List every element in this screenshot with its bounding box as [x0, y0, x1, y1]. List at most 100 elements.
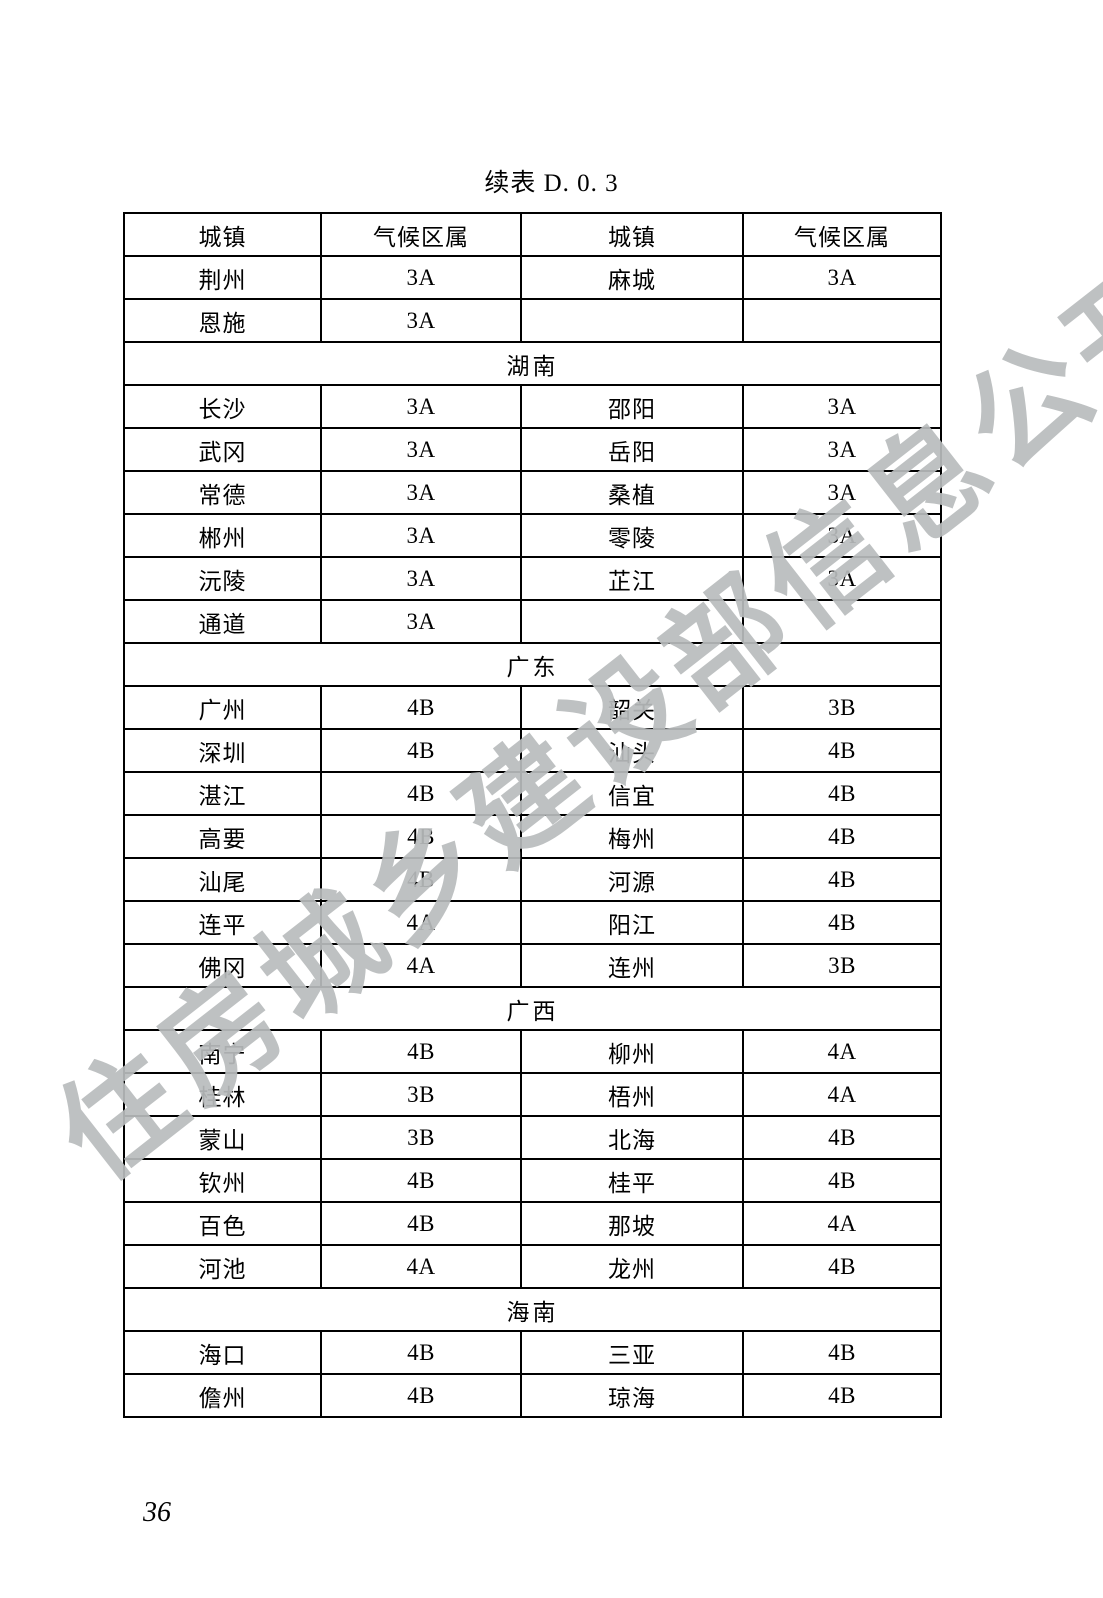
climate-zone-cell: 4A — [320, 900, 522, 945]
climate-zone-cell: 4B — [320, 771, 522, 816]
climate-zone-cell: 4B — [742, 1158, 942, 1203]
climate-zone-cell: 3A — [320, 556, 522, 601]
town-name-cell: 邵阳 — [520, 384, 744, 429]
climate-zone-cell: 3A — [742, 556, 942, 601]
climate-zone-cell: 4B — [742, 857, 942, 902]
town-name-cell: 荆州 — [123, 255, 322, 300]
table-row: 广州 4B 韶关 3B — [123, 685, 942, 730]
town-name-cell: 连州 — [520, 943, 744, 988]
town-name-cell: 那坡 — [520, 1201, 744, 1246]
climate-zone-cell: 4B — [320, 1373, 522, 1418]
town-name-cell: 麻城 — [520, 255, 744, 300]
table-row: 恩施 3A — [123, 298, 942, 343]
town-name-cell: 梧州 — [520, 1072, 744, 1117]
province-section-row: 湖南 — [123, 341, 942, 386]
climate-zone-cell: 3A — [742, 255, 942, 300]
town-name-cell: 柳州 — [520, 1029, 744, 1074]
table-row: 海口 4B 三亚 4B — [123, 1330, 942, 1375]
town-name-cell: 琼海 — [520, 1373, 744, 1418]
town-name-cell: 芷江 — [520, 556, 744, 601]
town-name-cell: 桂平 — [520, 1158, 744, 1203]
climate-zone-cell: 3A — [320, 384, 522, 429]
town-name-cell: 南宁 — [123, 1029, 322, 1074]
climate-zone-cell: 3A — [742, 513, 942, 558]
climate-zone-cell: 4B — [742, 1330, 942, 1375]
town-name-cell: 高要 — [123, 814, 322, 859]
town-name-cell: 深圳 — [123, 728, 322, 773]
column-header: 城镇 — [520, 212, 744, 257]
town-name-cell: 郴州 — [123, 513, 322, 558]
climate-zone-cell: 4B — [742, 900, 942, 945]
table-row: 郴州 3A 零陵 3A — [123, 513, 942, 558]
town-name-cell: 韶关 — [520, 685, 744, 730]
column-header: 气候区属 — [742, 212, 942, 257]
province-section-row: 广西 — [123, 986, 942, 1031]
town-name-cell: 佛冈 — [123, 943, 322, 988]
town-name-cell: 儋州 — [123, 1373, 322, 1418]
column-header: 城镇 — [123, 212, 322, 257]
climate-zone-cell: 3A — [320, 599, 522, 644]
climate-zone-cell: 3A — [320, 470, 522, 515]
town-name-cell: 梅州 — [520, 814, 744, 859]
table-row: 南宁 4B 柳州 4A — [123, 1029, 942, 1074]
empty-cell — [742, 298, 942, 343]
climate-zone-cell: 4B — [742, 814, 942, 859]
climate-zone-cell: 4B — [320, 814, 522, 859]
table-row: 通道 3A — [123, 599, 942, 644]
climate-zone-cell: 3A — [320, 427, 522, 472]
climate-zone-cell: 3A — [742, 470, 942, 515]
province-label: 湖南 — [123, 341, 942, 386]
town-name-cell: 汕尾 — [123, 857, 322, 902]
table-row: 常德 3A 桑植 3A — [123, 470, 942, 515]
table-row: 儋州 4B 琼海 4B — [123, 1373, 942, 1418]
town-name-cell: 通道 — [123, 599, 322, 644]
climate-zone-cell: 3A — [320, 298, 522, 343]
climate-zone-cell: 3B — [742, 685, 942, 730]
climate-zone-cell: 4B — [320, 685, 522, 730]
climate-zone-cell: 4A — [742, 1201, 942, 1246]
climate-zone-cell: 4A — [320, 1244, 522, 1289]
climate-zone-cell: 4B — [320, 1201, 522, 1246]
table-header-row: 城镇 气候区属 城镇 气候区属 — [123, 212, 942, 257]
town-name-cell: 桂林 — [123, 1072, 322, 1117]
table-row: 桂林 3B 梧州 4A — [123, 1072, 942, 1117]
climate-zone-cell: 3B — [742, 943, 942, 988]
town-name-cell: 龙州 — [520, 1244, 744, 1289]
table-row: 长沙 3A 邵阳 3A — [123, 384, 942, 429]
town-name-cell: 岳阳 — [520, 427, 744, 472]
climate-zone-cell: 3B — [320, 1115, 522, 1160]
town-name-cell: 桑植 — [520, 470, 744, 515]
climate-zone-cell: 4B — [742, 771, 942, 816]
town-name-cell: 海口 — [123, 1330, 322, 1375]
town-name-cell: 三亚 — [520, 1330, 744, 1375]
town-name-cell: 广州 — [123, 685, 322, 730]
climate-zone-cell: 3A — [320, 255, 522, 300]
table-row: 沅陵 3A 芷江 3A — [123, 556, 942, 601]
town-name-cell: 汕头 — [520, 728, 744, 773]
town-name-cell: 北海 — [520, 1115, 744, 1160]
town-name-cell: 河池 — [123, 1244, 322, 1289]
province-label: 广东 — [123, 642, 942, 687]
climate-zone-cell: 4B — [742, 1115, 942, 1160]
empty-cell — [520, 599, 744, 644]
climate-zone-cell: 4B — [742, 728, 942, 773]
table-row: 蒙山 3B 北海 4B — [123, 1115, 942, 1160]
town-name-cell: 蒙山 — [123, 1115, 322, 1160]
province-section-row: 广东 — [123, 642, 942, 687]
table-caption: 续表 D. 0. 3 — [484, 170, 619, 197]
climate-zone-cell: 3A — [742, 427, 942, 472]
town-name-cell: 阳江 — [520, 900, 744, 945]
table-row: 钦州 4B 桂平 4B — [123, 1158, 942, 1203]
table-row: 深圳 4B 汕头 4B — [123, 728, 942, 773]
table-row: 武冈 3A 岳阳 3A — [123, 427, 942, 472]
climate-zone-table: 城镇 气候区属 城镇 气候区属 荆州 3A 麻城 3A 恩施 3A 湖南 长沙 3A 邵阳 3A 武冈 3A 岳阳… — [123, 212, 942, 1418]
climate-zone-cell: 3A — [320, 513, 522, 558]
town-name-cell: 河源 — [520, 857, 744, 902]
empty-cell — [742, 599, 942, 644]
empty-cell — [520, 298, 744, 343]
table-row: 河池 4A 龙州 4B — [123, 1244, 942, 1289]
climate-zone-cell: 4B — [742, 1373, 942, 1418]
table-row: 连平 4A 阳江 4B — [123, 900, 942, 945]
column-header: 气候区属 — [320, 212, 522, 257]
climate-zone-cell: 4B — [320, 1029, 522, 1074]
